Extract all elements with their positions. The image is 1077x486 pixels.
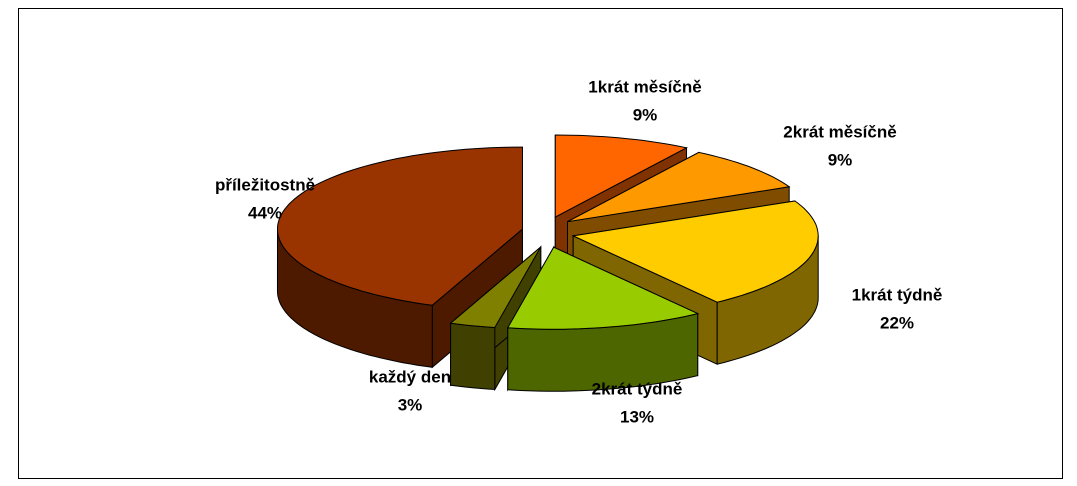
slice-value-label: 9%	[828, 150, 853, 169]
slice-value-label: 22%	[880, 313, 914, 332]
slice-label: 2krát měsíčně	[783, 122, 896, 141]
slice-value-label: 9%	[633, 105, 658, 124]
slice	[571, 200, 819, 303]
slice	[449, 246, 542, 329]
slice-label: 1krát měsíčně	[588, 77, 701, 96]
slice	[567, 151, 791, 223]
slice-value-label: 13%	[620, 407, 654, 426]
slice-value-label: 44%	[248, 203, 282, 222]
slice-value-label: 3%	[398, 395, 423, 414]
chart-frame	[18, 8, 1063, 479]
slice-label: 1krát týdně	[852, 285, 943, 304]
slice	[506, 246, 700, 330]
slice-label: každý den	[369, 367, 451, 386]
slice-label: 2krát týdně	[592, 379, 683, 398]
slice	[554, 134, 688, 218]
slice-side	[450, 322, 496, 391]
slice	[276, 146, 524, 306]
slice-label: příležitostně	[215, 175, 315, 194]
